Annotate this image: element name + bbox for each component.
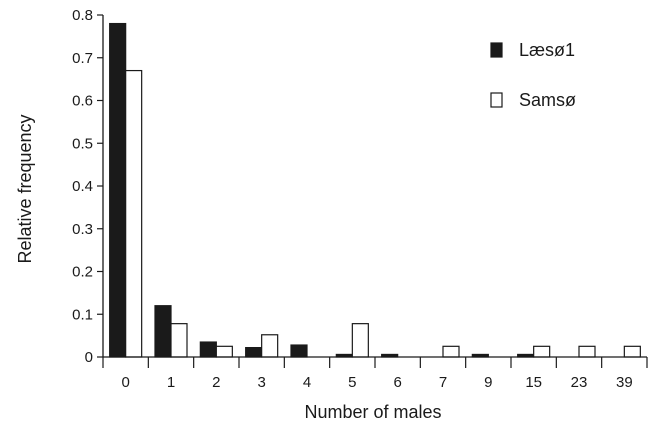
legend-swatch-samso: [490, 92, 503, 108]
bar-laeso1-0: [109, 22, 127, 358]
x-tick-label: 2: [212, 374, 220, 391]
bar-samso-23: [578, 345, 596, 358]
bar-samso-3: [261, 334, 279, 358]
x-tick-label: 6: [393, 374, 401, 391]
x-tick-label: 9: [484, 374, 492, 391]
legend-label-samso: Samsø: [519, 90, 576, 110]
x-axis-label: Number of males: [304, 402, 441, 422]
y-tick-label: 0.7: [72, 50, 93, 67]
x-tick-label: 39: [616, 374, 633, 391]
bar-laeso1-4: [290, 344, 308, 358]
bar-samso-39: [623, 345, 641, 358]
x-tick-label: 1: [167, 374, 175, 391]
x-tick-label: 4: [303, 374, 311, 391]
legend-swatch-laeso1: [490, 42, 503, 58]
y-tick-label: 0.1: [72, 306, 93, 323]
y-tick-label: 0.5: [72, 135, 93, 152]
y-tick-label: 0.8: [72, 7, 93, 24]
bars-group: [109, 22, 641, 358]
axes-group: [102, 15, 647, 358]
y-axis-label: Relative frequency: [15, 114, 35, 263]
bar-samso-2: [215, 345, 233, 358]
bar-laeso1-1: [154, 305, 172, 358]
bar-samso-0: [125, 69, 143, 358]
y-tick-label: 0: [85, 349, 93, 366]
x-tick-label: 5: [348, 374, 356, 391]
ticks-group: 00.10.20.30.40.50.60.70.80 1 2 3 4 5 6 7 9 15 23 39: [72, 7, 648, 391]
x-tick-label: 3: [257, 374, 265, 391]
bar-laeso1-2: [199, 341, 217, 358]
bar-samso-5: [351, 323, 369, 358]
bar-samso-7: [442, 345, 460, 358]
x-tick-label: 7: [439, 374, 447, 391]
bar-laeso1-3: [245, 346, 263, 358]
y-tick-label: 0.3: [72, 221, 93, 238]
y-tick-label: 0.4: [72, 178, 93, 195]
x-tick-label: 15: [525, 374, 542, 391]
y-tick-label: 0.6: [72, 93, 93, 110]
bar-samso-15: [533, 345, 551, 358]
legend: Læsø1 Samsø: [490, 40, 576, 110]
bar-samso-1: [170, 323, 188, 358]
x-tick-label: 23: [571, 374, 588, 391]
y-tick-label: 0.2: [72, 264, 93, 281]
x-tick-label: 0: [121, 374, 129, 391]
legend-label-laeso1: Læsø1: [519, 40, 575, 60]
